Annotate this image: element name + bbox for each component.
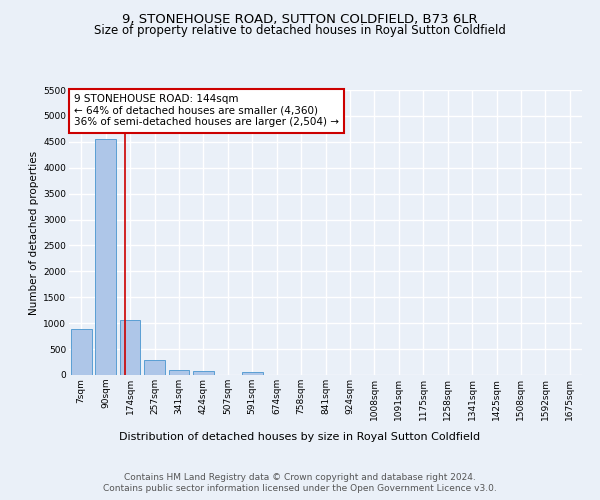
Bar bbox=[242, 372, 263, 375]
Y-axis label: Number of detached properties: Number of detached properties bbox=[29, 150, 39, 314]
Text: Contains HM Land Registry data © Crown copyright and database right 2024.: Contains HM Land Registry data © Crown c… bbox=[124, 472, 476, 482]
Bar bbox=[169, 370, 190, 375]
Bar bbox=[71, 330, 92, 375]
Text: Distribution of detached houses by size in Royal Sutton Coldfield: Distribution of detached houses by size … bbox=[119, 432, 481, 442]
Bar bbox=[95, 138, 116, 375]
Text: 9 STONEHOUSE ROAD: 144sqm
← 64% of detached houses are smaller (4,360)
36% of se: 9 STONEHOUSE ROAD: 144sqm ← 64% of detac… bbox=[74, 94, 339, 128]
Bar bbox=[193, 371, 214, 375]
Bar bbox=[144, 360, 165, 375]
Text: Size of property relative to detached houses in Royal Sutton Coldfield: Size of property relative to detached ho… bbox=[94, 24, 506, 37]
Text: Contains public sector information licensed under the Open Government Licence v3: Contains public sector information licen… bbox=[103, 484, 497, 493]
Bar bbox=[119, 320, 140, 375]
Text: 9, STONEHOUSE ROAD, SUTTON COLDFIELD, B73 6LR: 9, STONEHOUSE ROAD, SUTTON COLDFIELD, B7… bbox=[122, 12, 478, 26]
